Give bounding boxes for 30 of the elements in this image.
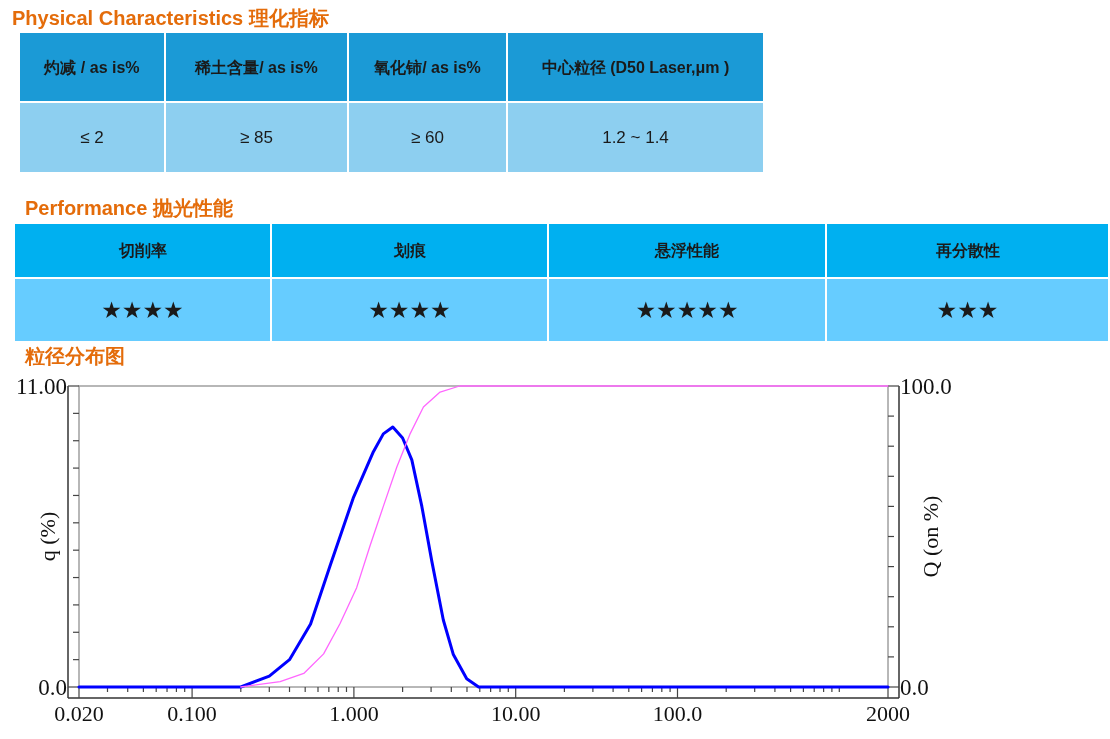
category-label: 切削率 xyxy=(117,241,167,259)
x-tick-label: 1.000 xyxy=(329,700,379,726)
text: ★★★★ xyxy=(101,297,184,323)
text: ≥ 85 xyxy=(240,128,273,147)
x-tick-label: 0.020 xyxy=(54,700,104,726)
y-tick-label: 11.00 xyxy=(16,373,67,399)
text: Performance 抛光性能 xyxy=(25,197,233,219)
category-label: 再分散性 xyxy=(934,242,1000,259)
text: 1.2 ~ 1.4 xyxy=(602,128,669,147)
text: ★★★★ xyxy=(368,297,451,323)
category-label: 氧化铈/ as is% xyxy=(373,58,481,76)
text: ★★★ xyxy=(936,297,999,323)
category-label: 稀土含量/ as is% xyxy=(194,58,318,76)
text: ≥ 60 xyxy=(411,128,444,147)
y2-axis-title: Q (on %) xyxy=(917,495,943,578)
y2-tick-label: 0.0 xyxy=(900,674,929,700)
text: ≤ 2 xyxy=(80,128,104,147)
text: ★★★★★ xyxy=(635,297,739,323)
x-tick-label: 100.0 xyxy=(652,700,703,726)
x-tick-label: 0.100 xyxy=(167,700,217,726)
text: Physical Characteristics 理化指标 xyxy=(12,7,329,29)
y2-tick-label: 100.0 xyxy=(900,373,952,399)
x-tick-label: 10.00 xyxy=(490,700,541,726)
category-label: 悬浮性能 xyxy=(654,242,719,259)
x-tick-label: 2000 xyxy=(866,700,910,726)
category-label: 划痕 xyxy=(392,242,427,259)
chart-title: 粒径分布图 xyxy=(24,345,125,367)
category-label: 灼减 / as is% xyxy=(43,58,140,76)
category-label: 中心粒径 (D50 Laser,μm ) xyxy=(541,57,730,76)
y-axis-title: q (%) xyxy=(34,511,60,562)
